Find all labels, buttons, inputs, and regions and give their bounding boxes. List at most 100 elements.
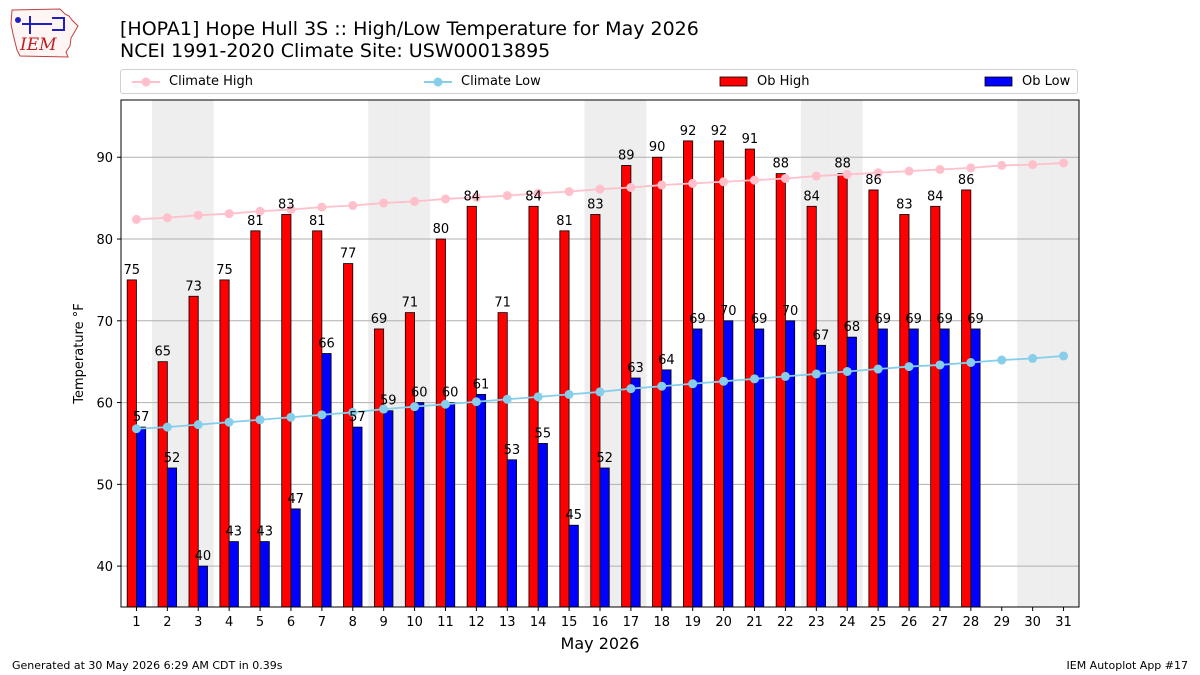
ob-high-data-label: 83 — [896, 197, 913, 212]
climate-high-point — [471, 192, 481, 202]
x-tick-label: 10 — [406, 615, 423, 630]
y-tick-label: 90 — [96, 151, 113, 166]
x-tick-label: 9 — [380, 615, 388, 630]
ob-low-data-label: 70 — [720, 304, 737, 319]
legend-ob-low: Ob Low — [984, 70, 1070, 93]
climate-low-point — [131, 424, 141, 434]
ob-low-bar — [537, 443, 548, 608]
ob-low-data-label: 47 — [287, 492, 304, 507]
ob-low-data-label: 52 — [596, 451, 613, 466]
ob-low-data-label: 67 — [813, 328, 830, 343]
x-tick-label: 1 — [132, 615, 140, 630]
ob-low-data-label: 55 — [535, 426, 552, 441]
climate-low-point — [780, 371, 790, 381]
page-title: [HOPA1] Hope Hull 3S :: High/Low Tempera… — [120, 18, 699, 40]
climate-high-point — [379, 198, 389, 208]
ob-high-data-label: 84 — [525, 189, 542, 204]
ob-high-data-label: 71 — [494, 296, 511, 311]
climate-low-point — [657, 381, 667, 391]
climate-high-point — [873, 168, 883, 178]
climate-high-point — [564, 187, 574, 197]
ob-high-data-label: 75 — [124, 263, 141, 278]
legend-label-ob-high: Ob High — [757, 74, 810, 89]
app-label: IEM Autoplot App #17 — [1066, 659, 1189, 672]
ob-high-data-label: 89 — [618, 148, 635, 163]
climate-low-point — [688, 379, 698, 389]
x-tick-label: 25 — [870, 615, 887, 630]
ob-low-data-label: 57 — [133, 410, 150, 425]
climate-high-point — [193, 210, 203, 220]
ob-high-bar — [775, 173, 786, 608]
legend-label-climate-high: Climate High — [169, 74, 254, 89]
climate-high-point — [440, 194, 450, 204]
climate-low-point — [719, 376, 729, 386]
ob-low-data-label: 69 — [936, 312, 953, 327]
climate-high-point — [811, 171, 821, 181]
ob-low-bar — [197, 565, 208, 608]
x-tick-label: 3 — [194, 615, 202, 630]
climate-high-point — [904, 166, 914, 176]
climate-high-point — [162, 213, 172, 223]
ob-low-bar — [228, 541, 239, 608]
y-tick-label: 70 — [96, 315, 113, 330]
ob-low-data-label: 66 — [318, 337, 335, 352]
climate-low-point — [626, 384, 636, 394]
ob-low-bar — [785, 320, 796, 608]
climate-high-point — [842, 169, 852, 179]
climate-low-point — [502, 394, 512, 404]
x-tick-label: 8 — [349, 615, 357, 630]
x-tick-label: 19 — [684, 615, 701, 630]
ob-low-bar — [290, 508, 301, 608]
climate-low-point — [533, 392, 543, 402]
ob-low-bar — [352, 426, 363, 608]
ob-low-data-label: 61 — [473, 377, 490, 392]
x-tick-label: 6 — [287, 615, 295, 630]
ob-low-bar — [815, 344, 826, 608]
iem-logo: IEM — [10, 8, 79, 58]
ob-low-bar — [692, 328, 703, 608]
ob-low-data-label: 69 — [751, 312, 768, 327]
legend-label-ob-low: Ob Low — [1022, 74, 1071, 89]
climate-high-point — [131, 214, 141, 224]
ob-high-data-label: 92 — [711, 124, 728, 139]
page-subtitle: NCEI 1991-2020 Climate Site: USW00013895 — [120, 40, 551, 62]
ob-high-bar — [435, 238, 446, 608]
x-tick-label: 16 — [592, 615, 609, 630]
logo-text: IEM — [19, 35, 57, 55]
iowa-outline-shape — [10, 8, 79, 58]
ob-low-data-label: 53 — [504, 443, 521, 458]
ob-low-data-label: 43 — [226, 525, 243, 540]
legend-climate-high: Climate High — [131, 70, 253, 93]
climate-low-point — [317, 410, 327, 420]
climate-high-point — [997, 160, 1007, 170]
x-tick-label: 31 — [1055, 615, 1072, 630]
ob-low-bar — [475, 393, 487, 608]
x-tick-label: 29 — [993, 615, 1010, 630]
x-tick-label: 26 — [901, 615, 918, 630]
ob-high-data-label: 84 — [803, 189, 820, 204]
climate-high-point — [317, 202, 327, 212]
climate-low-point — [750, 374, 760, 384]
ob-high-data-label: 88 — [834, 157, 851, 172]
ob-high-data-label: 75 — [216, 263, 233, 278]
x-tick-label: 12 — [468, 615, 485, 630]
climate-high-point — [533, 188, 543, 198]
climate-high-point — [626, 182, 636, 192]
x-tick-label: 17 — [623, 615, 640, 630]
legend-climate-low: Climate Low — [423, 70, 541, 93]
y-tick-label: 60 — [96, 397, 113, 412]
ob-low-bar — [599, 467, 610, 608]
ob-low-bar — [754, 328, 765, 608]
ob-low-data-label: 63 — [627, 361, 644, 376]
ob-high-data-label: 91 — [742, 132, 759, 147]
ob-high-data-label: 81 — [309, 214, 326, 229]
climate-low-legend-icon — [424, 77, 452, 86]
ob-low-legend-icon — [984, 76, 1013, 86]
ob-high-bar — [590, 214, 601, 608]
ob-low-data-label: 68 — [844, 320, 861, 335]
ob-low-bar — [970, 328, 981, 608]
x-tick-label: 13 — [499, 615, 516, 630]
ob-low-data-label: 52 — [164, 451, 181, 466]
climate-low-point — [997, 355, 1007, 365]
